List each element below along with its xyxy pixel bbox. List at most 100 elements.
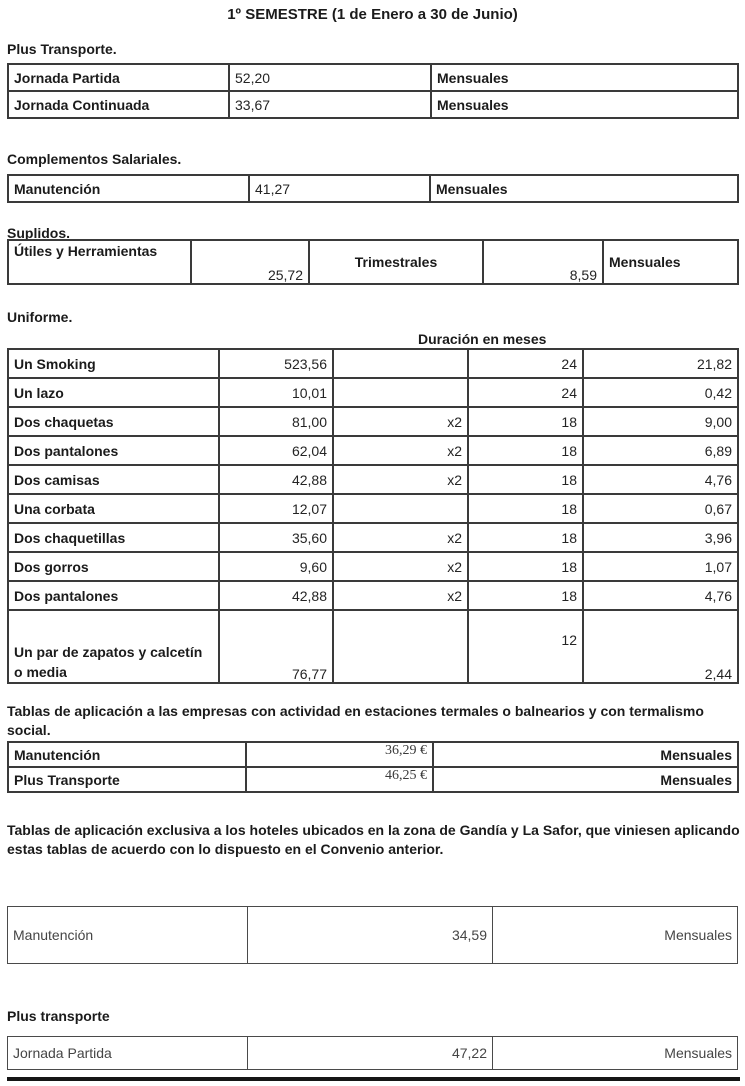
section-heading-suplidos: Suplidos.: [7, 225, 70, 241]
item-label: Un Smoking: [7, 348, 220, 379]
multiplier-value: x2: [332, 464, 469, 495]
table-row: Manutención 41,27 Mensuales: [7, 174, 739, 203]
price-value: 62,04: [218, 435, 334, 466]
table-row: Jornada Partida 52,20 Mensuales: [7, 63, 739, 92]
item-label: Un lazo: [7, 377, 220, 408]
item-label: Jornada Continuada: [7, 90, 230, 119]
months-value: 18: [467, 435, 584, 466]
table-row: Manutención 34,59 Mensuales: [7, 906, 738, 964]
multiplier-value: [332, 377, 469, 408]
price-value: 76,77: [218, 609, 334, 684]
section-heading-termales: Tablas de aplicación a las empresas con …: [7, 703, 704, 738]
plus-transporte-2-table: Jornada Partida 47,22 Mensuales: [7, 1036, 738, 1070]
section-heading-gandia: Tablas de aplicación exclusiva a los hot…: [7, 822, 740, 857]
amount-value: 36,29 €: [245, 741, 434, 768]
price-value: 12,07: [218, 493, 334, 524]
item-label: Dos chaquetillas: [7, 522, 220, 553]
multiplier-value: [332, 493, 469, 524]
item-label: Jornada Partida: [7, 1036, 248, 1070]
monthly-value: 0,67: [582, 493, 739, 524]
monthly-value: 2,44: [582, 609, 739, 684]
months-value: 18: [467, 464, 584, 495]
uniforme-table: Un Smoking 523,56 24 21,82 Un lazo 10,01…: [7, 348, 739, 684]
monthly-value: 21,82: [582, 348, 739, 379]
monthly-amount-value: 8,59: [482, 239, 604, 285]
item-label: Jornada Partida: [7, 63, 230, 92]
amount-value: 47,22: [247, 1036, 493, 1070]
table-row: Plus Transporte 46,25 € Mensuales: [7, 766, 739, 793]
period-label: Mensuales: [492, 1036, 738, 1070]
section-heading-plus-transporte-2: Plus transporte: [7, 1008, 110, 1024]
item-label: Dos gorros: [7, 551, 220, 582]
multiplier-value: x2: [332, 406, 469, 437]
price-value: 42,88: [218, 580, 334, 611]
amount-value: 52,20: [228, 63, 432, 92]
table-row: Un par de zapatos y calcetín o media 76,…: [7, 609, 739, 684]
multiplier-value: x2: [332, 435, 469, 466]
period-label: Mensuales: [430, 63, 739, 92]
period-label: Mensuales: [432, 741, 739, 768]
gandia-table: Manutención 34,59 Mensuales: [7, 906, 738, 964]
table-row: Un Smoking 523,56 24 21,82: [7, 348, 739, 379]
table-row: Jornada Continuada 33,67 Mensuales: [7, 90, 739, 119]
price-value: 523,56: [218, 348, 334, 379]
item-label: Útiles y Herramientas: [7, 239, 192, 285]
table-row: Manutención 36,29 € Mensuales: [7, 741, 739, 768]
table-row: Útiles y Herramientas 25,72 Trimestrales…: [7, 239, 739, 285]
item-label: Manutención: [7, 741, 247, 768]
table-row: Dos chaquetas 81,00 x2 18 9,00: [7, 406, 739, 437]
months-value: 24: [467, 348, 584, 379]
table-row: Dos pantalones 42,88 x2 18 4,76: [7, 580, 739, 611]
price-value: 10,01: [218, 377, 334, 408]
section-heading-complementos: Complementos Salariales.: [7, 151, 182, 167]
months-value: 12: [467, 609, 584, 684]
months-value: 24: [467, 377, 584, 408]
months-value: 18: [467, 551, 584, 582]
multiplier-value: [332, 609, 469, 684]
complementos-table: Manutención 41,27 Mensuales: [7, 174, 739, 203]
monthly-value: 6,89: [582, 435, 739, 466]
item-label: Manutención: [7, 906, 248, 964]
period-label: Mensuales: [430, 90, 739, 119]
item-label: Un par de zapatos y calcetín o media: [7, 609, 220, 684]
termales-table: Manutención 36,29 € Mensuales Plus Trans…: [7, 741, 739, 793]
price-value: 81,00: [218, 406, 334, 437]
monthly-value: 9,00: [582, 406, 739, 437]
page-cutoff-divider: [7, 1077, 740, 1081]
table-row: Dos pantalones 62,04 x2 18 6,89: [7, 435, 739, 466]
multiplier-value: x2: [332, 522, 469, 553]
monthly-period-label: Mensuales: [602, 239, 739, 285]
monthly-value: 3,96: [582, 522, 739, 553]
table-row: Un lazo 10,01 24 0,42: [7, 377, 739, 408]
price-value: 42,88: [218, 464, 334, 495]
table-row: Dos chaquetillas 35,60 x2 18 3,96: [7, 522, 739, 553]
period-label: Mensuales: [432, 766, 739, 793]
quarterly-period-label: Trimestrales: [308, 239, 484, 285]
item-label: Dos chaquetas: [7, 406, 220, 437]
amount-value: 46,25 €: [245, 766, 434, 793]
section-heading-plus-transporte: Plus Transporte.: [7, 41, 117, 57]
suplidos-table: Útiles y Herramientas 25,72 Trimestrales…: [7, 239, 739, 285]
page-title: 1º SEMESTRE (1 de Enero a 30 de Junio): [227, 6, 518, 23]
quarterly-amount-value: 25,72: [190, 239, 310, 285]
table-row: Jornada Partida 47,22 Mensuales: [7, 1036, 738, 1070]
price-value: 35,60: [218, 522, 334, 553]
monthly-value: 4,76: [582, 580, 739, 611]
multiplier-value: x2: [332, 551, 469, 582]
table-row: Dos camisas 42,88 x2 18 4,76: [7, 464, 739, 495]
monthly-value: 0,42: [582, 377, 739, 408]
months-value: 18: [467, 580, 584, 611]
table-row: Dos gorros 9,60 x2 18 1,07: [7, 551, 739, 582]
item-label: Manutención: [7, 174, 250, 203]
item-label: Plus Transporte: [7, 766, 247, 793]
item-label: Dos camisas: [7, 464, 220, 495]
months-value: 18: [467, 522, 584, 553]
monthly-value: 1,07: [582, 551, 739, 582]
period-label: Mensuales: [492, 906, 738, 964]
item-label: Dos pantalones: [7, 580, 220, 611]
amount-value: 33,67: [228, 90, 432, 119]
amount-value: 41,27: [248, 174, 431, 203]
period-label: Mensuales: [429, 174, 739, 203]
section-heading-uniforme: Uniforme.: [7, 309, 73, 325]
